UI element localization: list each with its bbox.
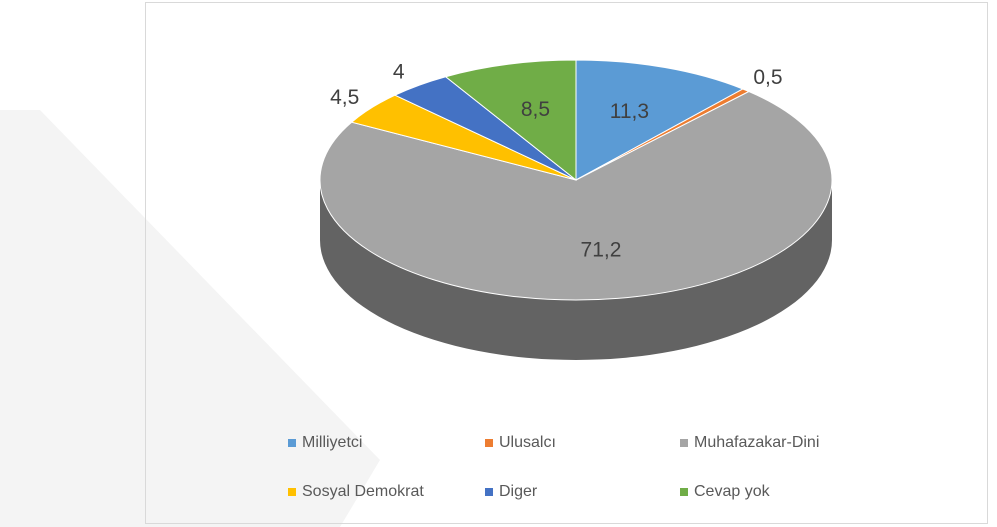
slice [575, 59, 745, 181]
slice [444, 59, 577, 182]
legend-swatch [288, 488, 296, 496]
legend-swatch [680, 488, 688, 496]
data-label: 71,2 [581, 239, 622, 262]
legend-label: Ulusalcı [499, 434, 556, 451]
slice-side [320, 180, 832, 360]
legend-swatch [485, 488, 493, 496]
data-label: 11,3 [610, 100, 649, 123]
chart-border [145, 2, 988, 524]
legend-label: Diger [499, 483, 538, 500]
legend-label: Cevap yok [694, 483, 771, 500]
watermark [0, 110, 380, 527]
data-label: 0,5 [753, 66, 782, 89]
legend-label: Muhafazakar-Dini [694, 434, 819, 451]
data-label: 4,5 [330, 86, 359, 109]
legend-label: Milliyetci [302, 434, 362, 451]
data-label: 8,5 [521, 98, 550, 121]
legend-swatch [680, 439, 688, 447]
legend-swatch [288, 439, 296, 447]
data-label: 4 [393, 60, 405, 83]
legend-swatch [485, 439, 493, 447]
slice [319, 90, 833, 301]
legend-label: Sosyal Demokrat [302, 483, 424, 500]
